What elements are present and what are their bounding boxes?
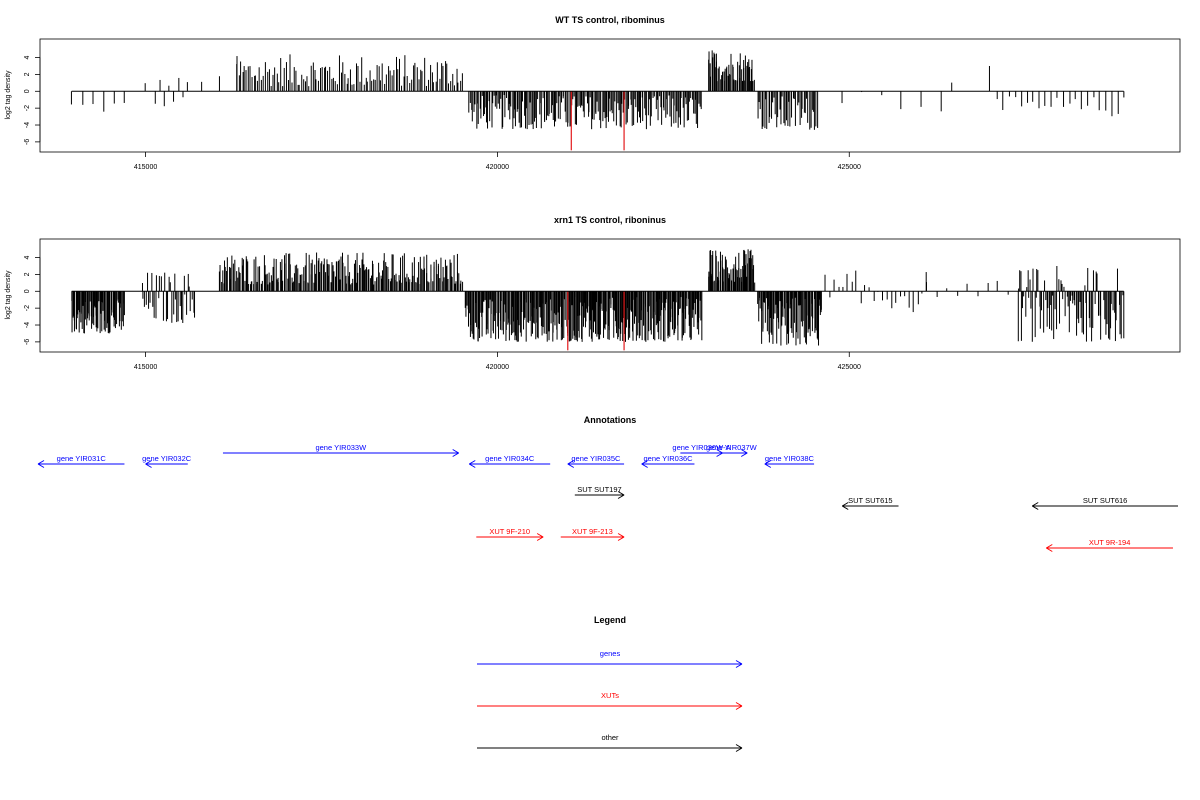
x-axis: 415000 420000 425000 <box>134 352 861 371</box>
feature-label: SUT SUT197 <box>577 485 621 494</box>
feature-label: XUT 9F-213 <box>572 527 613 536</box>
feature-label: gene YIR036W-A <box>672 443 730 452</box>
feature-arrow: XUT 9F-210 <box>476 527 544 541</box>
feature-arrow: SUT SUT197 <box>574 485 625 499</box>
feature-arrow: gene YIR032C <box>142 454 192 468</box>
legend-item: XUTs <box>477 691 743 710</box>
highlight-bars <box>567 291 625 351</box>
feature-arrow: gene YIR031C <box>37 454 125 468</box>
feature-arrow: SUT SUT616 <box>1031 496 1178 510</box>
x-axis: 415000 420000 425000 <box>134 152 861 171</box>
feature-arrow: gene YIR033W <box>222 443 459 457</box>
legend-item: genes <box>477 649 743 668</box>
y-axis: -6 -4 -2 0 2 4 <box>24 256 41 345</box>
y-axis: -6 -4 -2 0 2 4 <box>24 56 41 145</box>
legend-label: other <box>601 733 619 742</box>
annotations-title: Annotations <box>584 415 637 425</box>
feature-arrow: SUT SUT615 <box>841 496 899 510</box>
highlight-bars <box>570 91 625 151</box>
y-tick-label: -2 <box>24 305 31 311</box>
legend-label: XUTs <box>601 691 619 700</box>
y-tick-label: 4 <box>24 256 31 260</box>
legend-label: genes <box>600 649 621 658</box>
y-tick-label: -4 <box>24 122 31 128</box>
feature-arrow: XUT 9R-194 <box>1046 538 1173 552</box>
feature-arrow: gene YIR037W <box>706 443 758 457</box>
feature-arrow: gene YIR034C <box>469 454 551 468</box>
y-tick-label: 4 <box>24 56 31 60</box>
feature-label: gene YIR038C <box>765 454 815 463</box>
feature-label: gene YIR034C <box>485 454 535 463</box>
legend-title: Legend <box>594 615 626 625</box>
feature-list: gene YIR031C gene YIR032C gene YIR033W gene… <box>37 443 1178 552</box>
annotations-track: Annotations gene YIR031C gene YIR032Cgene… <box>37 415 1178 552</box>
feature-label: gene YIR036C <box>644 454 694 463</box>
feature-label: gene YIR031C <box>57 454 107 463</box>
feature-label: gene YIR037W <box>706 443 758 452</box>
legend-item: other <box>477 733 743 752</box>
feature-label: XUT 9R-194 <box>1089 538 1131 547</box>
legend-items: genes XUTs other <box>477 649 743 752</box>
y-axis-label: log2 tag density <box>5 70 12 120</box>
feature-arrow: gene YIR036C <box>641 454 695 468</box>
y-tick-label: -4 <box>24 322 31 328</box>
x-tick-label: 420000 <box>486 164 509 171</box>
feature-label: SUT SUT616 <box>1083 496 1127 505</box>
y-tick-label: -2 <box>24 105 31 111</box>
feature-arrow: gene YIR038C <box>764 454 815 468</box>
feature-label: gene YIR035C <box>571 454 621 463</box>
feature-arrow: gene YIR035C <box>567 454 625 468</box>
y-tick-label: 0 <box>24 89 31 93</box>
y-tick-label: 2 <box>24 272 31 276</box>
x-tick-label: 415000 <box>134 164 157 171</box>
wt-ts-control-panel: WT TS control, ribominus log2 tag densit… <box>5 15 1181 171</box>
x-tick-label: 415000 <box>134 364 157 371</box>
panel-title: xrn1 TS control, riboninus <box>554 215 666 225</box>
legend: Legend genes XUTs other <box>477 615 743 752</box>
feature-label: SUT SUT615 <box>848 496 892 505</box>
xrn1-ts-control-panel: xrn1 TS control, riboninus log2 tag dens… <box>5 215 1181 371</box>
feature-label: gene YIR032C <box>142 454 192 463</box>
x-tick-label: 420000 <box>486 364 509 371</box>
feature-arrow: XUT 9F-213 <box>560 527 625 541</box>
tag-density-bars <box>71 249 1125 346</box>
y-tick-label: -6 <box>24 139 31 145</box>
y-axis-label: log2 tag density <box>5 270 12 320</box>
feature-label: gene YIR033W <box>315 443 367 452</box>
y-tick-label: 2 <box>24 72 31 76</box>
tag-density-bars <box>70 50 1125 130</box>
panel-title: WT TS control, ribominus <box>555 15 665 25</box>
y-tick-label: -6 <box>24 339 31 345</box>
x-tick-label: 425000 <box>838 364 861 371</box>
feature-label: XUT 9F-210 <box>489 527 530 536</box>
y-tick-label: 0 <box>24 289 31 293</box>
x-tick-label: 425000 <box>838 164 861 171</box>
